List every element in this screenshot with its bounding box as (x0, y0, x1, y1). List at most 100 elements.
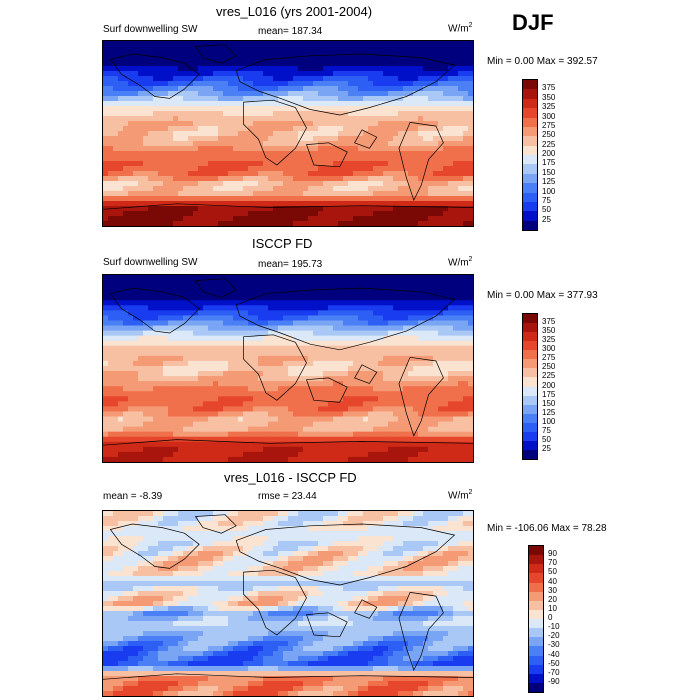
map-cell (398, 96, 404, 102)
map-cell (378, 360, 384, 367)
map-cell (408, 340, 414, 347)
map-cell (188, 360, 194, 367)
map-cell (468, 51, 473, 57)
map-cell (388, 300, 394, 306)
map-cell (218, 126, 224, 132)
map-cell (363, 295, 369, 301)
map-cell (318, 161, 324, 167)
map-cell (118, 201, 124, 207)
map-cell (343, 386, 349, 392)
map-cell (128, 156, 134, 162)
map-cell (373, 106, 379, 112)
map-cell (303, 56, 309, 62)
map-cell (223, 91, 229, 97)
map-cell (308, 396, 314, 402)
map-cell (468, 46, 473, 52)
map-cell (208, 101, 214, 107)
map-cell (388, 280, 394, 286)
map-cell (258, 91, 264, 97)
map-cell (413, 406, 419, 413)
map-cell (328, 101, 334, 107)
map-cell (283, 56, 289, 62)
map-cell (298, 131, 304, 137)
map-cell (293, 315, 299, 322)
map-cell (203, 46, 209, 52)
map-cell (363, 421, 369, 428)
map-cell (218, 365, 224, 372)
map-cell (428, 121, 434, 127)
map-cell (383, 421, 389, 428)
map-cell (213, 86, 219, 92)
map-cell (468, 211, 473, 217)
map-cell (178, 300, 184, 306)
map-cell (363, 101, 369, 107)
map-cell (443, 136, 449, 142)
map-cell (363, 221, 369, 226)
map-cell (368, 401, 374, 407)
map-cell (353, 141, 359, 147)
map-cell (233, 295, 239, 301)
map-cell (328, 330, 334, 337)
map-cell (188, 206, 194, 212)
map-cell (253, 295, 259, 301)
map-cell (433, 280, 439, 286)
map-cell (273, 126, 279, 132)
map-cell (398, 401, 404, 407)
map-cell (203, 191, 209, 197)
map-cell (218, 221, 224, 226)
map-cell (428, 275, 434, 281)
map-cell (188, 41, 194, 47)
map-cell (403, 191, 409, 197)
map-cell (358, 365, 364, 372)
map-cell (293, 216, 299, 222)
map-cell (388, 211, 394, 217)
map-cell (438, 211, 444, 217)
map-cell (163, 275, 169, 281)
map-cell (113, 191, 119, 197)
map-cell (448, 295, 454, 301)
map-cell (123, 81, 129, 87)
map-cell (233, 206, 239, 212)
map-cell (218, 300, 224, 306)
map-cell (258, 146, 264, 152)
map-cell (228, 325, 234, 332)
map-cell (173, 376, 179, 382)
map-cell (398, 181, 404, 187)
map-cell (418, 146, 424, 152)
map-cell (223, 76, 229, 82)
map-cell (153, 196, 159, 202)
map-cell (453, 416, 459, 423)
map-cell (348, 325, 354, 332)
map-cell (128, 66, 134, 72)
map-cell (388, 86, 394, 92)
map-cell (208, 151, 214, 157)
map-cell (253, 71, 259, 77)
map-cell (433, 71, 439, 77)
map-cell (303, 280, 309, 286)
map-cell (228, 176, 234, 182)
map-cell (308, 186, 314, 192)
map-cell (458, 201, 464, 207)
map-cell (203, 181, 209, 187)
map-cell (298, 76, 304, 82)
map-cell (358, 201, 364, 207)
map-cell (208, 96, 214, 102)
map-cell (288, 61, 294, 67)
map-cell (368, 151, 374, 157)
map-cell (258, 141, 264, 147)
map-cell (468, 376, 473, 382)
map-cell (223, 56, 229, 62)
map-cell (178, 161, 184, 167)
map-cell (393, 300, 399, 306)
map-cell (233, 381, 239, 387)
map-cell (418, 86, 424, 92)
map-cell (193, 76, 199, 82)
map-cell (163, 136, 169, 142)
map-cell (393, 126, 399, 132)
map-cell (158, 355, 164, 362)
map-cell (298, 406, 304, 413)
map-cell (203, 61, 209, 67)
map-cell (383, 46, 389, 52)
map-cell (103, 181, 109, 187)
map-cell (128, 406, 134, 413)
